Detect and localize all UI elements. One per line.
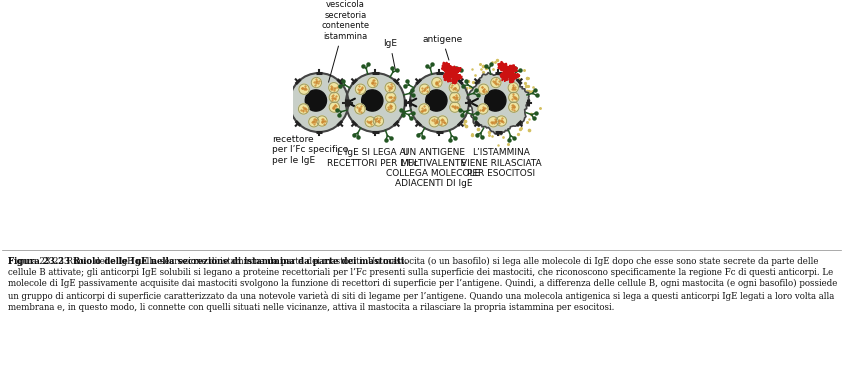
Text: antigene: antigene [422,35,463,60]
Circle shape [432,77,442,88]
Circle shape [488,116,498,127]
Circle shape [346,73,405,132]
Circle shape [491,77,501,88]
Circle shape [299,84,309,94]
Circle shape [449,92,460,103]
Circle shape [305,90,326,111]
Circle shape [497,116,507,126]
Circle shape [419,104,429,114]
Text: mastocita: mastocita [0,376,1,377]
Text: Figura 23.23 Ruolo delle IgE nella secrezione di istammina da parte dei mastocit: Figura 23.23 Ruolo delle IgE nella secre… [8,257,837,312]
Circle shape [508,102,519,112]
Text: UN ANTIGENE
MULTIVALENTE
COLLEGA MOLECOLE
ADIACENTI DI IgE: UN ANTIGENE MULTIVALENTE COLLEGA MOLECOL… [386,148,481,188]
Circle shape [508,83,518,93]
Circle shape [298,104,309,114]
Circle shape [438,116,448,126]
Text: IgE: IgE [383,39,397,70]
Circle shape [329,92,340,103]
Text: Figura 23.23 Ruolo delle IgE nella secrezione di istammina da parte dei mastocit: Figura 23.23 Ruolo delle IgE nella secre… [8,257,407,266]
Polygon shape [442,62,461,82]
Circle shape [478,84,489,94]
Circle shape [309,116,319,127]
Circle shape [508,92,519,103]
Circle shape [355,104,365,114]
Circle shape [385,102,396,112]
Circle shape [365,116,375,127]
Circle shape [385,83,395,93]
Circle shape [329,83,339,93]
Circle shape [410,73,469,132]
Circle shape [311,77,321,88]
Circle shape [485,90,506,111]
Circle shape [368,77,378,88]
Circle shape [478,104,488,114]
Circle shape [289,73,348,132]
Polygon shape [450,72,462,84]
Circle shape [426,90,447,111]
Circle shape [317,116,327,126]
Circle shape [429,116,439,127]
Polygon shape [507,70,520,83]
Polygon shape [498,61,518,81]
Circle shape [420,84,430,94]
Circle shape [362,90,383,111]
Polygon shape [467,73,529,135]
Text: L’ISTAMMINA
VIENE RILASCIATA
PER ESOCITOSI: L’ISTAMMINA VIENE RILASCIATA PER ESOCITO… [461,148,542,178]
Text: recettore
per l’Fc specifico
per le IgE: recettore per l’Fc specifico per le IgE [271,135,348,165]
Circle shape [449,83,459,93]
Text: vescicola
secretoria
contenente
istammina: vescicola secretoria contenente istammin… [321,0,369,82]
Circle shape [356,84,366,94]
Circle shape [329,102,340,112]
Circle shape [385,92,396,103]
Circle shape [373,116,384,126]
Circle shape [449,102,460,112]
Text: L’IgE SI LEGA AI
RECETTORI PER L’Fc: L’IgE SI LEGA AI RECETTORI PER L’Fc [327,148,418,168]
